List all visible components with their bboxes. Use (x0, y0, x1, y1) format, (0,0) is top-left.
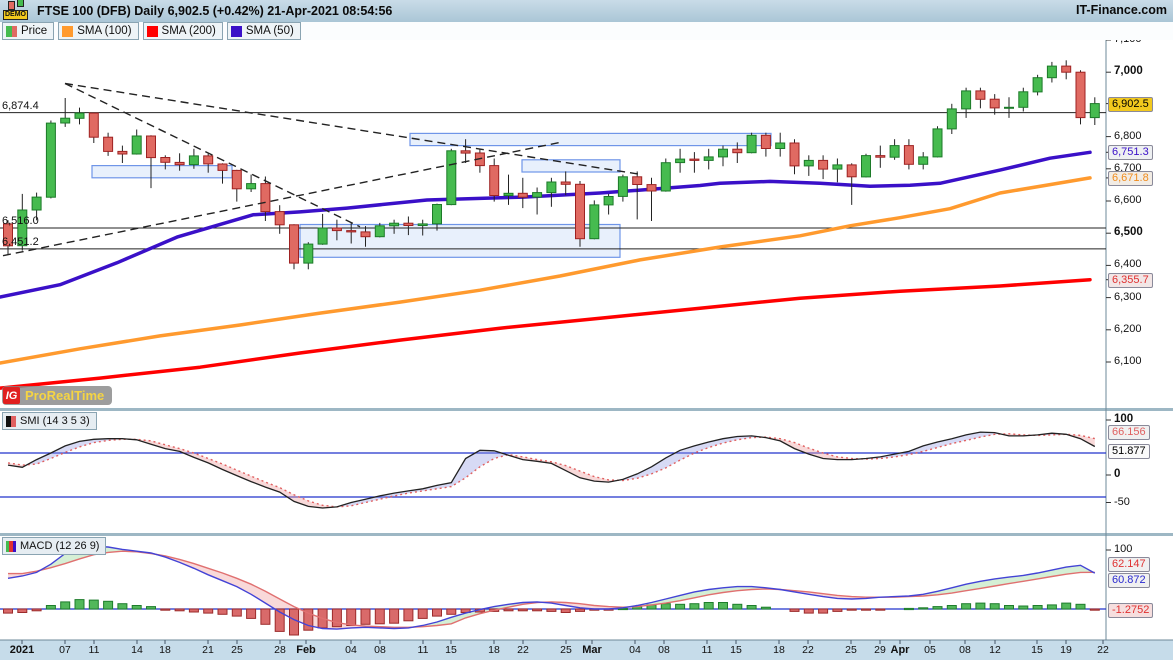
demo-account-badge: DEMO (3, 0, 29, 20)
date-axis-label: 08 (959, 644, 971, 656)
price-tick-label: 6,500 (1114, 226, 1143, 238)
date-axis-label: 11 (701, 644, 713, 656)
legend-item-sma-100-[interactable]: SMA (100) (58, 22, 139, 40)
date-axis-label: 22 (802, 644, 814, 656)
date-axis-label: 08 (374, 644, 386, 656)
ig-logo: IG (3, 387, 20, 404)
prorealtime-logo: IG ProRealTime (2, 386, 113, 405)
date-axis-label: 21 (202, 644, 214, 656)
price-badge: 6,671.8 (1108, 171, 1153, 186)
date-axis-label: 12 (989, 644, 1001, 656)
price-tick-label: 6,100 (1114, 355, 1142, 367)
provider-watermark: IT-Finance.com (1076, 3, 1167, 17)
date-axis-label: Feb (296, 644, 316, 656)
price-candles-icon (6, 25, 17, 37)
support-level-label: 6,451.2 (2, 236, 39, 248)
smi-tick-label: 0 (1114, 468, 1121, 480)
smi-value-badge: 51.877 (1108, 444, 1150, 459)
price-badge: 6,902.5 (1108, 97, 1153, 112)
date-axis-label: Mar (582, 644, 602, 656)
price-tick-label: 6,200 (1114, 323, 1142, 335)
date-axis-label: Apr (890, 644, 910, 656)
legend-label: SMA (50) (245, 25, 294, 37)
date-axis-label: 04 (345, 644, 357, 656)
price-badge: 6,751.3 (1108, 145, 1153, 160)
date-axis-label: 15 (1031, 644, 1043, 656)
legend-label: SMA (200) (161, 25, 216, 37)
date-axis-label: 22 (1097, 644, 1109, 656)
legend-label: SMA (100) (77, 25, 132, 37)
instrument-title: FTSE 100 (DFB) Daily 6,902.5 (+0.42%) 21… (37, 4, 393, 18)
macd-icon (6, 540, 16, 552)
demo-label: DEMO (3, 10, 28, 20)
legend-label: Price (21, 25, 48, 37)
date-axis-label: 18 (773, 644, 785, 656)
date-axis-label: 2021 (9, 644, 35, 656)
sma-color-swatch (146, 25, 158, 37)
mini-candlestick-icon (8, 0, 24, 10)
date-axis-label: 11 (88, 644, 100, 656)
date-axis-label: 25 (560, 644, 572, 656)
date-axis-label: 18 (488, 644, 500, 656)
date-axis-label: 15 (730, 644, 742, 656)
date-axis-label: 18 (159, 644, 171, 656)
date-axis-label: 19 (1060, 644, 1072, 656)
price-tick-label: 7,000 (1114, 65, 1143, 77)
support-level-label: 6,516.0 (2, 215, 39, 227)
date-axis-label: 28 (274, 644, 286, 656)
date-axis-label: 11 (417, 644, 429, 656)
legend-item-sma-200-[interactable]: SMA (200) (142, 22, 223, 40)
sma-color-swatch (230, 25, 242, 37)
smi-indicator-header[interactable]: SMI (14 3 5 3) (2, 412, 97, 430)
macd-value-badge: -1.2752 (1108, 603, 1154, 618)
price-tick-label: 6,800 (1114, 130, 1142, 142)
smi-value-badge: 66.156 (1108, 425, 1150, 440)
price-badge: 6,355.7 (1108, 273, 1153, 288)
legend-item-sma-50-[interactable]: SMA (50) (226, 22, 301, 40)
date-axis-label: 29 (874, 644, 886, 656)
smi-tick-label: -50 (1114, 496, 1130, 508)
smi-label: SMI (14 3 5 3) (20, 415, 90, 427)
prorealtime-label: ProRealTime (25, 388, 105, 403)
date-axis-label: 14 (131, 644, 143, 656)
date-axis-label: 04 (629, 644, 641, 656)
macd-indicator-header[interactable]: MACD (12 26 9) (2, 537, 107, 555)
smi-tick-label: 100 (1114, 413, 1134, 425)
date-axis-label: 05 (924, 644, 936, 656)
macd-value-badge: 60.872 (1108, 573, 1150, 588)
legend-bar: Price SMA (100) SMA (200) SMA (50) (0, 22, 1173, 40)
macd-tick-label: 100 (1114, 543, 1133, 555)
macd-label: MACD (12 26 9) (20, 540, 100, 552)
price-tick-label: 6,400 (1114, 258, 1142, 270)
support-level-label: 6,874.4 (2, 100, 39, 112)
date-axis-label: 07 (59, 644, 71, 656)
date-axis-label: 08 (658, 644, 670, 656)
date-axis-label: 22 (517, 644, 529, 656)
legend-item-price[interactable]: Price (2, 22, 55, 40)
macd-value-badge: 62.147 (1108, 557, 1150, 572)
date-axis-label: 15 (445, 644, 457, 656)
date-axis-label: 25 (845, 644, 857, 656)
smi-icon (6, 415, 16, 427)
price-tick-label: 6,300 (1114, 291, 1142, 303)
sma-color-swatch (62, 25, 74, 37)
price-tick-label: 6,600 (1114, 194, 1142, 206)
date-axis-label: 25 (231, 644, 243, 656)
title-bar: DEMO FTSE 100 (DFB) Daily 6,902.5 (+0.42… (0, 0, 1173, 23)
